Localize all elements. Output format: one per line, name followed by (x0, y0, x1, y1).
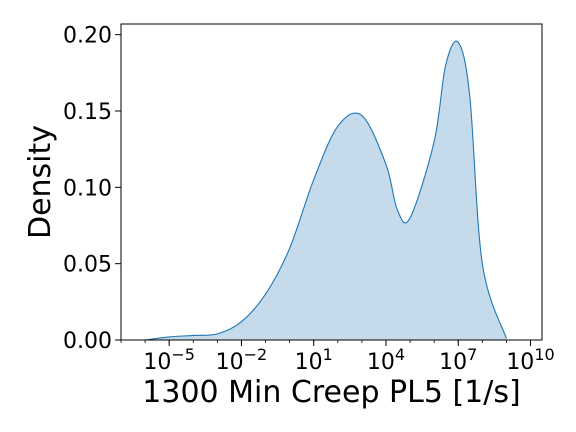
density-line (145, 40, 507, 341)
x-tick-label: 107 (439, 345, 477, 375)
y-tick-label: 0.10 (63, 176, 112, 201)
y-tick-label: 0.15 (63, 100, 112, 125)
x-tick-label: 10−5 (143, 345, 195, 375)
y-axis-title: Density (23, 125, 58, 239)
y-tick-label: 0.00 (63, 329, 112, 354)
x-tick-label: 101 (295, 345, 333, 375)
x-tick-label: 1010 (506, 345, 554, 375)
x-axis-title: 1300 Min Creep PL5 [1/s] (142, 375, 520, 410)
y-tick-label: 0.05 (63, 253, 112, 278)
x-tick-label: 10−2 (216, 345, 268, 375)
y-axis: 0.00 0.05 0.10 0.15 0.20 (63, 24, 121, 354)
plot-area (120, 23, 543, 341)
x-tick-label: 104 (367, 345, 405, 375)
y-tick-label: 0.20 (63, 24, 112, 49)
plot-frame (120, 23, 543, 341)
x-axis: 10−5 10−2 101 104 107 1010 (120, 340, 555, 375)
density-area (145, 41, 507, 340)
